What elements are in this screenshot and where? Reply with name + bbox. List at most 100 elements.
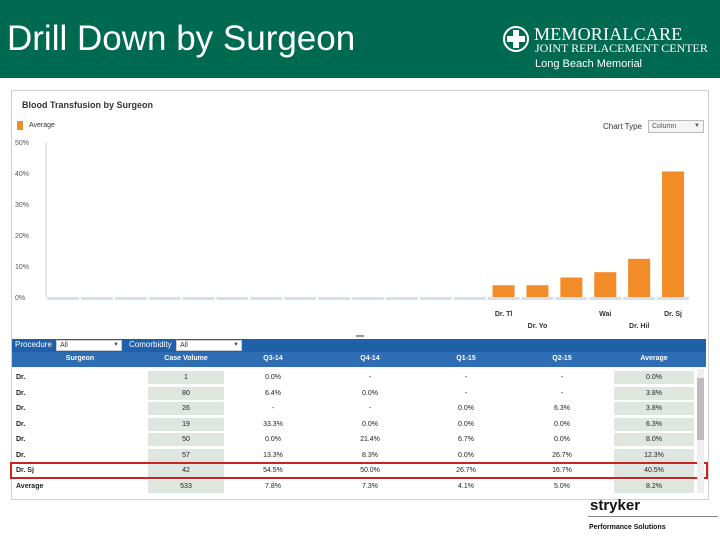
legend-swatch[interactable] (17, 121, 23, 130)
surgeon-name-cell: Dr. (16, 452, 26, 459)
table-cell: 57 (148, 449, 224, 462)
y-tick-label: 20% (15, 233, 29, 240)
chevron-down-icon: ▼ (113, 342, 119, 348)
x-category-strip (487, 297, 520, 300)
table-cell: - (560, 390, 564, 397)
table-cell: 54.5% (263, 467, 283, 474)
stryker-logo: stryker (590, 497, 641, 514)
column-header[interactable]: Q1-15 (456, 355, 476, 362)
logo-line2: JOINT REPLACEMENT CENTER (535, 41, 708, 55)
table-cell: 0.0% (458, 405, 474, 412)
memorialcare-cross-icon (503, 26, 529, 52)
chevron-down-icon: ▼ (694, 123, 700, 129)
x-category-strip (148, 297, 181, 300)
table-cell: 0.0% (265, 436, 281, 443)
table-cell: 0.0% (362, 390, 378, 397)
y-tick-label: 0% (15, 295, 25, 302)
surgeon-name-cell: Dr. (16, 436, 26, 443)
x-category-strip (182, 297, 215, 300)
bar (526, 285, 549, 297)
column-header[interactable]: Q3-14 (263, 355, 283, 362)
table-cell: 12.3% (614, 449, 694, 462)
table-cell: 40.5% (614, 464, 694, 477)
table-cell: 7.8% (265, 483, 281, 490)
report-panel (11, 90, 709, 500)
table-cell: 533 (148, 480, 224, 493)
table-cell: 4.1% (458, 483, 474, 490)
bar (492, 285, 515, 297)
chart-type-label: Chart Type (603, 122, 642, 131)
table-cell: 0.0% (362, 421, 378, 428)
x-category-strip (114, 297, 147, 300)
logo-subtitle: Long Beach Memorial (535, 58, 643, 70)
table-cell: 26.7% (552, 452, 572, 459)
table-cell: - (464, 374, 468, 381)
y-tick-label: 10% (15, 264, 29, 271)
table-cell: 8.2% (614, 480, 694, 493)
column-header[interactable]: Case Volume (164, 355, 208, 362)
column-header[interactable]: Surgeon (65, 355, 95, 362)
surgeon-name-cell: Dr. Sj (16, 467, 34, 474)
surgeon-name-cell: Dr. (16, 390, 26, 397)
bar (662, 171, 685, 297)
table-cell: 16.7% (552, 467, 572, 474)
table-cell: 21.4% (360, 436, 380, 443)
x-tick-label: Dr. Yo (528, 323, 548, 330)
table-cell: 0.0% (614, 371, 694, 384)
table-cell: 1 (148, 371, 224, 384)
procedure-value: All (60, 342, 68, 349)
scrollbar-thumb[interactable] (697, 378, 704, 440)
x-category-strip (521, 297, 554, 300)
comorbidity-value: All (180, 342, 188, 349)
table-cell: 26.7% (456, 467, 476, 474)
table-cell: 50 (148, 433, 224, 446)
procedure-select[interactable]: All ▼ (56, 340, 122, 351)
table-cell: 50.0% (360, 467, 380, 474)
x-category-strip (352, 297, 384, 300)
x-category-strip (589, 297, 622, 300)
table-cell: 5.0% (554, 483, 570, 490)
x-category-strip (284, 297, 317, 300)
column-header[interactable]: Q2-15 (552, 355, 572, 362)
surgeon-name-cell: Dr. (16, 374, 26, 381)
comorbidity-label: Comorbidity (129, 340, 172, 349)
table-cell: 6.3% (554, 405, 570, 412)
y-tick-label: 40% (15, 171, 29, 178)
column-header[interactable]: Q4-14 (360, 355, 380, 362)
x-tick-label: Dr. Tl (495, 311, 513, 318)
chart-type-select[interactable]: Column ▼ (648, 120, 704, 133)
chevron-down-icon: ▼ (233, 342, 239, 348)
table-cell: - (271, 405, 275, 412)
column-header[interactable]: Average (640, 355, 668, 362)
footer-divider (588, 516, 718, 517)
table-cell: 0.0% (554, 436, 570, 443)
bar (594, 272, 617, 297)
table-cell: 8.0% (614, 433, 694, 446)
x-category-strip (80, 297, 113, 300)
table-cell: 6.3% (614, 418, 694, 431)
x-category-strip (216, 297, 249, 300)
surgeon-name-cell: Dr. (16, 405, 26, 412)
x-category-strip (47, 297, 79, 300)
comorbidity-select[interactable]: All ▼ (176, 340, 242, 351)
x-category-strip (555, 297, 588, 300)
table-cell: 8.3% (362, 452, 378, 459)
x-category-strip (419, 297, 452, 300)
bar (628, 258, 651, 297)
table-cell: 13.3% (263, 452, 283, 459)
table-header (12, 352, 706, 367)
x-category-strip (453, 297, 486, 300)
table-cell: 42 (148, 464, 224, 477)
chart-type-value: Column (652, 123, 677, 130)
slide-header (0, 0, 720, 78)
legend-label[interactable]: Average (29, 122, 55, 129)
table-cell: 26 (148, 402, 224, 415)
x-category-strip (385, 297, 418, 300)
x-tick-label: Dr. Sj (664, 311, 682, 318)
table-cell: 3.8% (614, 387, 694, 400)
procedure-label: Procedure (15, 340, 52, 349)
table-cell: 19 (148, 418, 224, 431)
x-tick-label: Dr. Hil (629, 323, 649, 330)
bar (560, 277, 583, 297)
